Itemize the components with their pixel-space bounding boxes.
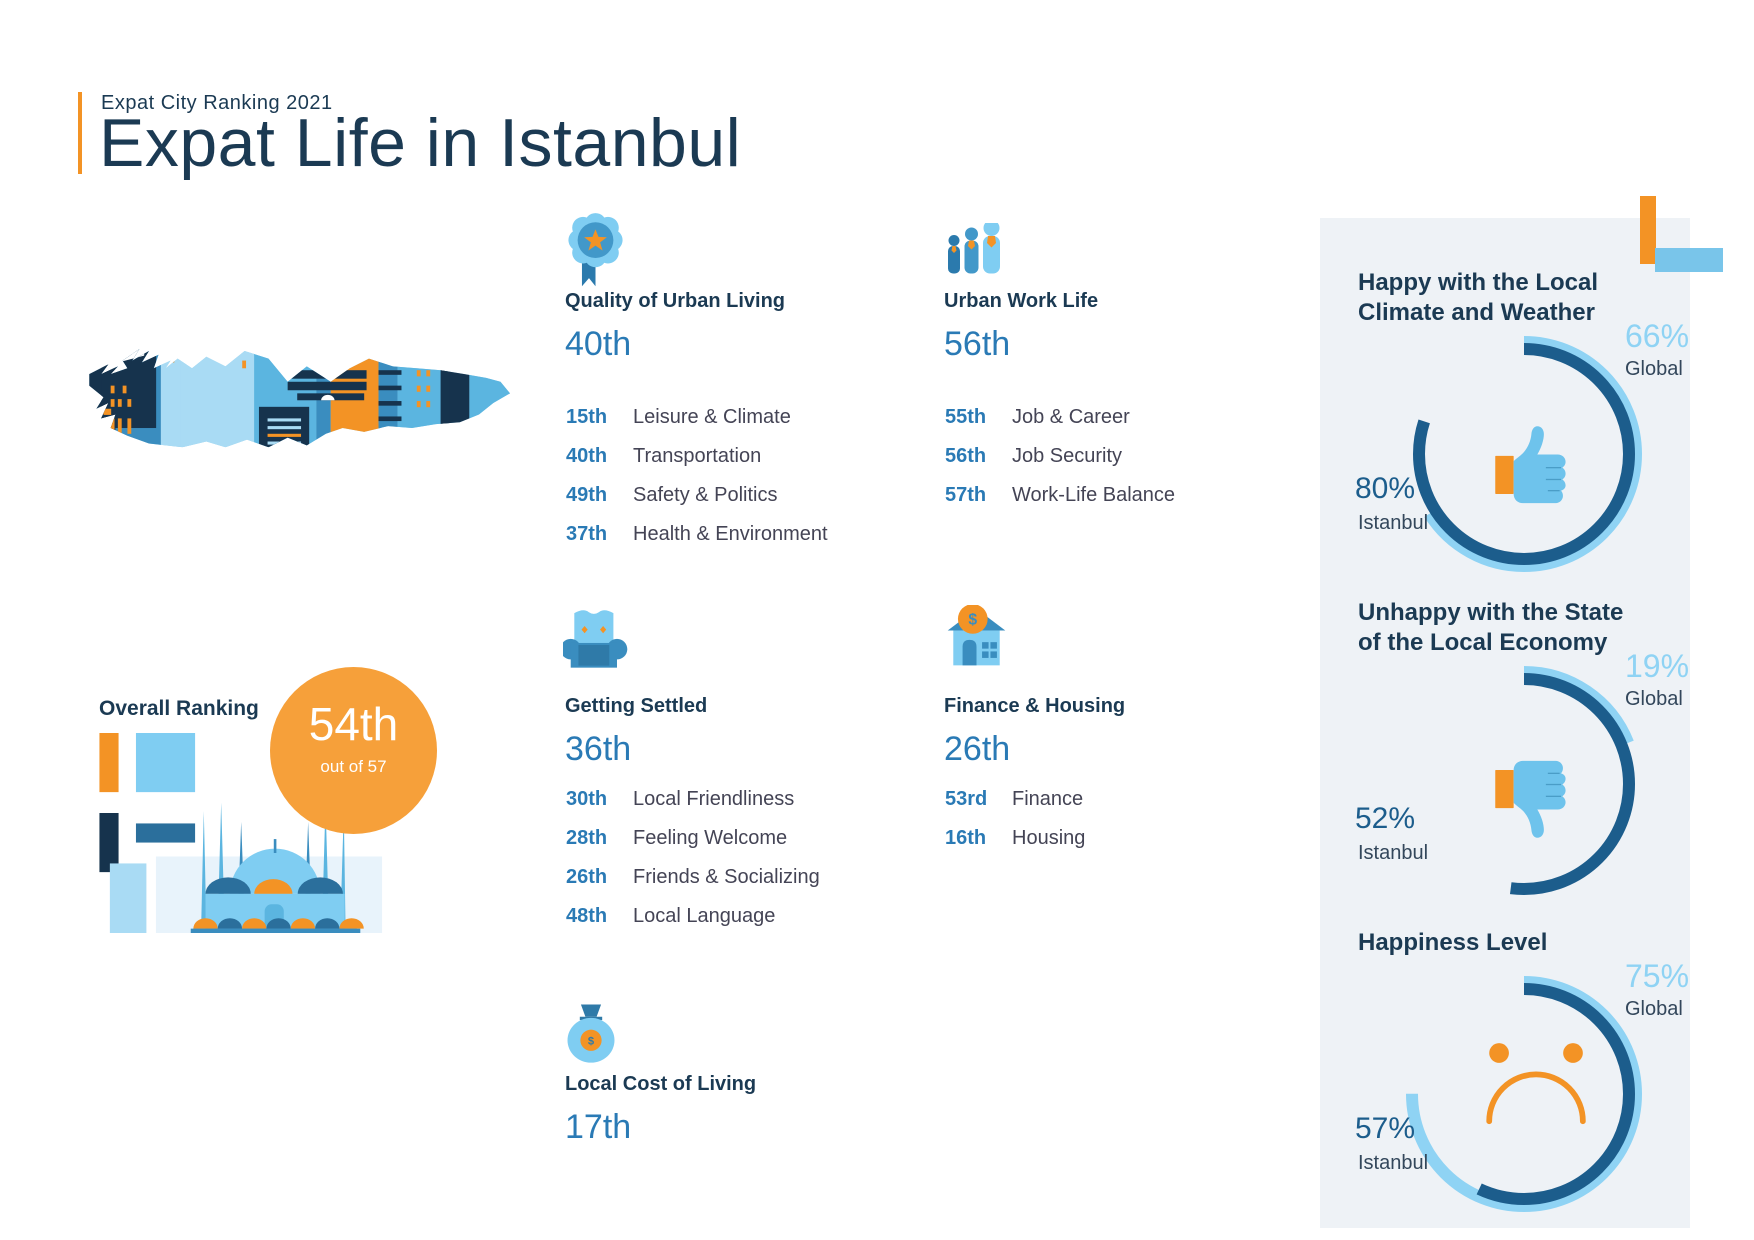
svg-text:$: $ bbox=[588, 1036, 595, 1048]
svg-text:$: $ bbox=[968, 612, 977, 629]
